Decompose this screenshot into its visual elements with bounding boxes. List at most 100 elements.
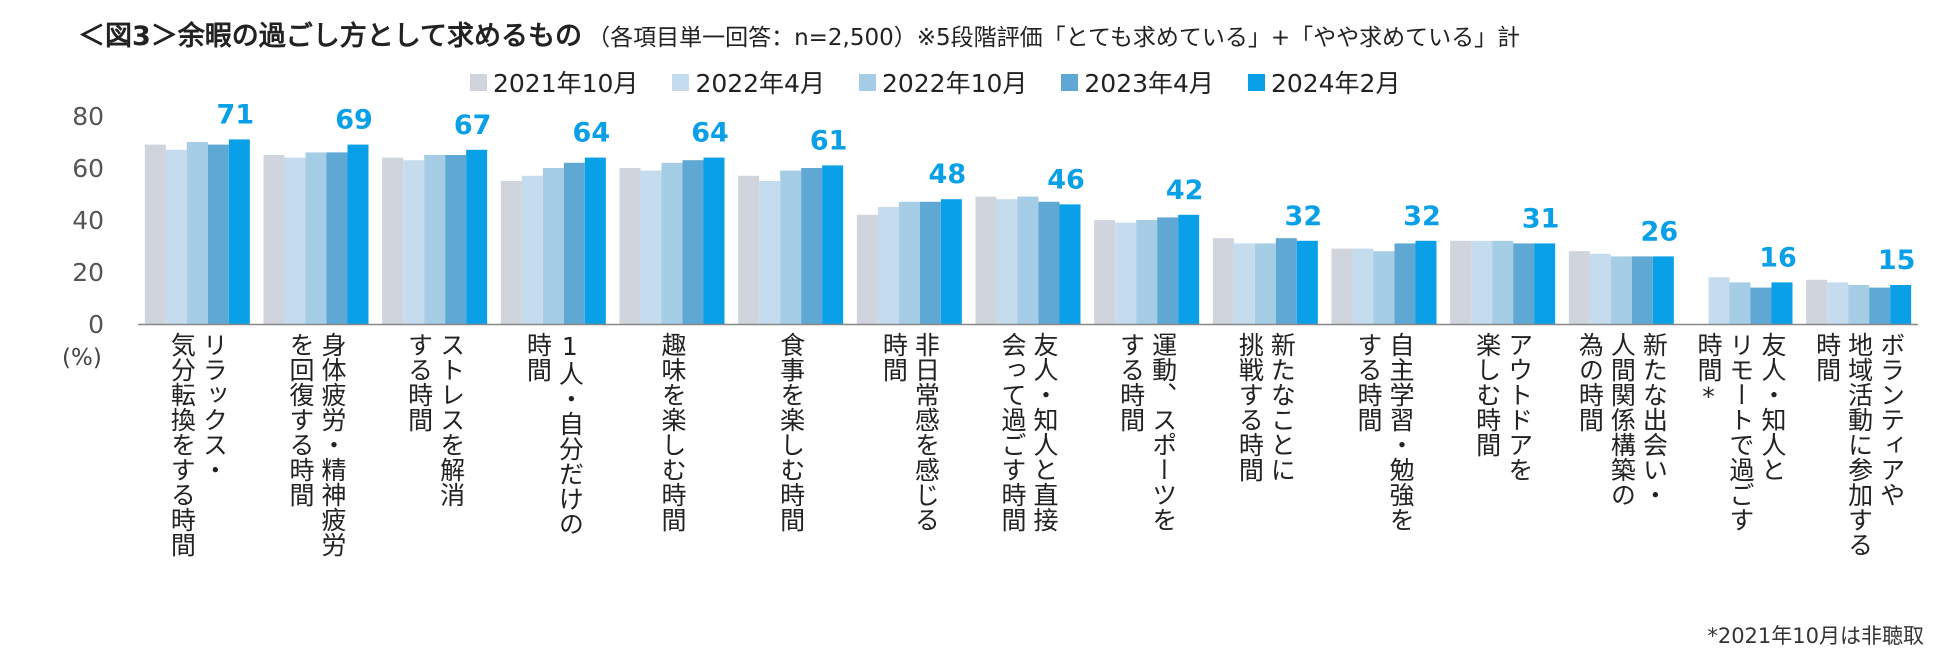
value-label: 71 [217,99,255,130]
bar [940,199,962,324]
bar [801,168,823,324]
bar [305,152,327,324]
bar [640,170,662,324]
legend-swatch [858,73,876,91]
bar [822,165,844,324]
y-tick-label: 0 [88,310,104,339]
bar [682,160,704,324]
bar [403,160,425,324]
bar [898,201,920,324]
legend-item: 2024年2月 [1247,64,1401,100]
bar [165,149,187,324]
bar [1492,240,1514,324]
legend-item: 2022年10月 [858,64,1027,100]
bar [1157,217,1179,324]
bar [1254,243,1276,324]
value-label: 32 [1403,201,1441,232]
bar [542,168,564,324]
bar [1059,204,1081,324]
legend-swatch [470,73,487,91]
bar [326,152,348,324]
chart-subtitle: （各項目単一回答：n=2,500）※5段階評価「とても求めている」+「やや求めて… [587,25,1521,51]
bar [738,175,760,324]
category-label: 新たなことに 挑戦する時間 [1235,332,1297,482]
bar [1017,196,1039,324]
legend-swatch [1061,73,1079,91]
bar [500,181,522,324]
bar [1115,222,1137,324]
bar [1136,220,1158,324]
bar [263,155,285,324]
bar [563,162,585,324]
category-label: 1人・自分だけの 時間 [523,332,585,536]
y-axis-unit-label: (%) [62,345,102,371]
bar [1331,248,1353,324]
bar [1233,243,1255,324]
bar [759,181,781,324]
bar [1094,220,1116,324]
footnote: *2021年10月は非聴取 [1707,624,1924,648]
bar [1589,253,1611,324]
category-label: リラックス・ 気分転換をする時間 [167,332,229,557]
legend-label: 2022年4月 [695,69,825,98]
legend-label: 2023年4月 [1084,69,1214,98]
value-label: 26 [1641,216,1679,247]
bar [1750,287,1772,324]
bar [186,142,208,324]
y-tick-label: 60 [72,154,104,183]
value-label: 48 [929,159,967,190]
bar [877,207,899,324]
bar [1534,243,1556,324]
bar [975,196,997,324]
category-label: 自主学習・勉強を する時間 [1354,332,1415,532]
bar [1631,256,1653,324]
bar [1708,277,1730,324]
value-label: 16 [1759,242,1797,273]
bar [1275,238,1297,324]
y-tick-label: 80 [72,102,104,131]
value-label: 64 [573,118,611,149]
legend-swatch [1247,73,1265,91]
bar [1212,238,1234,324]
bar [1568,251,1590,324]
bar [1652,256,1674,324]
category-label: 友人・知人と直接 会って過ごす時間 [998,332,1059,532]
value-label: 64 [691,118,729,149]
chart-title-row: ＜図3＞余暇の過ごし方として求めるもの （各項目単一回答：n=2,500）※5段… [78,14,1520,53]
category-label: ストレスを解消 する時間 [404,332,466,507]
bar [703,157,725,324]
bar [661,162,683,324]
value-label: 67 [454,110,492,141]
value-label: 15 [1878,245,1916,276]
bar [1038,201,1060,324]
bar [1352,248,1374,324]
y-tick-label: 20 [72,258,104,287]
value-label: 31 [1522,203,1560,234]
bar [466,149,488,324]
legend-item: 2023年4月 [1061,64,1214,100]
legend-swatch [672,73,690,91]
legend-label: 2024年2月 [1270,69,1401,98]
value-label: 69 [335,105,373,136]
bar [445,155,467,324]
bar [996,199,1018,324]
category-label: 食事を楽しむ時間 [776,332,806,532]
bar [584,157,606,324]
bar [1806,279,1828,324]
bar [1513,243,1535,324]
value-label: 61 [810,125,848,156]
category-label: 趣味を楽しむ時間 [658,332,687,532]
bar [1771,282,1793,324]
bar [1415,240,1437,324]
category-label: ボランティアや 地域活動に参加する 時間 [1812,332,1906,557]
bar [284,157,306,324]
bar [228,139,250,324]
legend: 2021年10月 2022年4月 2022年10月 2023年4月 2024年2月 [470,64,1400,100]
bar [1848,285,1870,324]
value-label: 46 [1047,164,1085,195]
category-label: 身体疲労・精神疲労 を回復する時間 [286,332,347,557]
value-label: 42 [1166,175,1204,206]
bar [1890,285,1912,324]
bar [424,155,446,324]
category-label: 運動、スポーツを する時間 [1116,332,1178,532]
